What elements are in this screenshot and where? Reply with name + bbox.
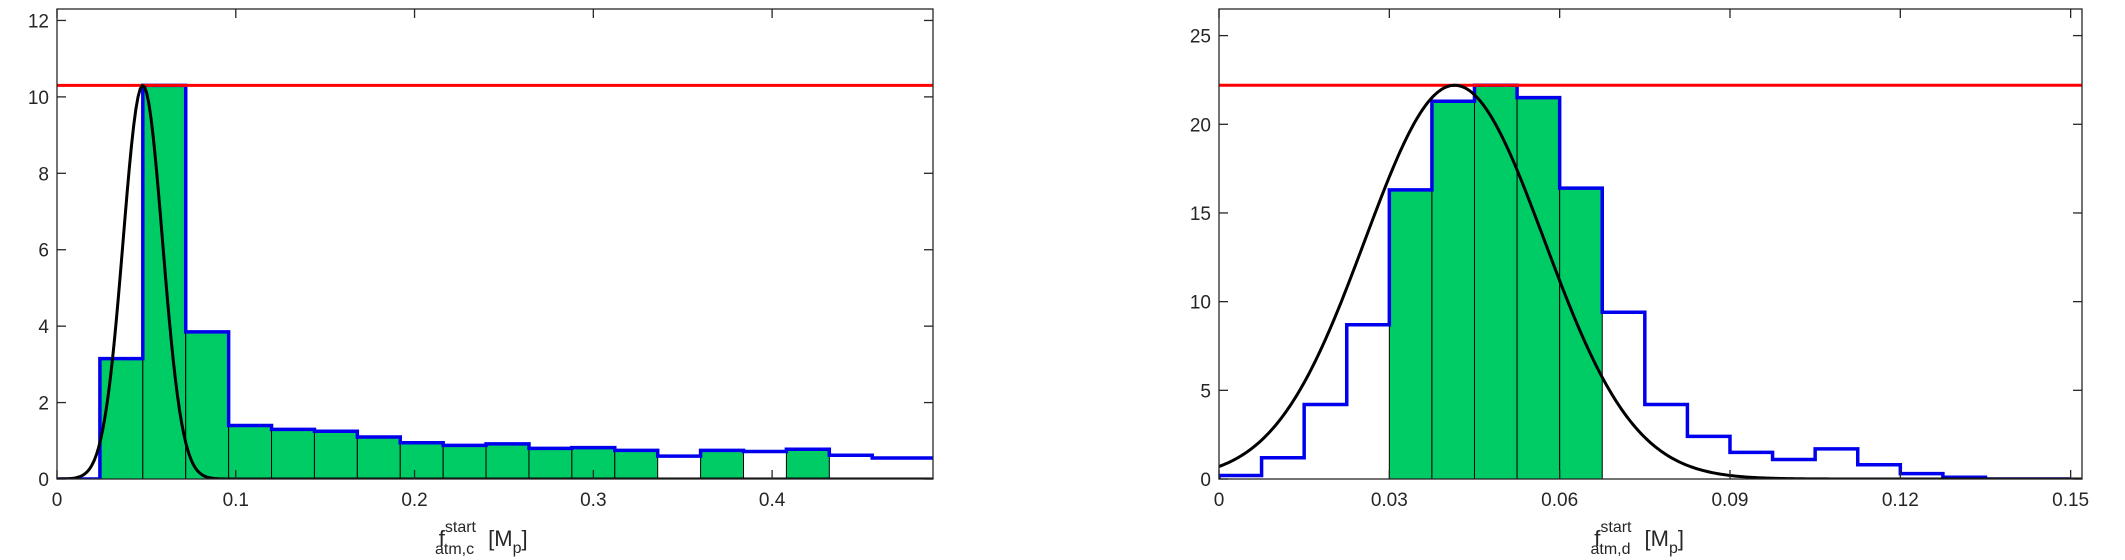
fit-curve <box>1219 83 2082 479</box>
highlighted-bar <box>228 425 273 479</box>
y-tick-label: 8 <box>38 164 49 185</box>
y-tick-label: 12 <box>28 11 49 32</box>
highlighted-bar <box>785 448 830 479</box>
x-tick-label: 0.1 <box>223 490 249 511</box>
x-axis-label-main: f <box>439 526 446 551</box>
highlighted-bar <box>1388 189 1433 479</box>
x-axis-label-unit-close: ] <box>1678 526 1684 551</box>
highlighted-bar <box>313 430 358 479</box>
x-axis-label-sub: atm,d <box>1591 541 1631 558</box>
x-tick-label: 0.09 <box>1711 490 1748 511</box>
y-tick-label: 6 <box>38 241 49 262</box>
x-axis-label: fstart atm,c [Mp] <box>435 519 528 558</box>
highlighted-bar <box>442 444 487 479</box>
highlighted-bar <box>271 428 315 479</box>
x-axis-label-unit-close: ] <box>521 526 527 551</box>
highlighted-bar <box>399 442 444 479</box>
x-axis-label-unit: [M <box>488 526 512 551</box>
x-axis-label-sup: start <box>1600 519 1632 536</box>
axes-box <box>56 8 934 480</box>
x-tick-label: 0.3 <box>580 490 606 511</box>
y-tick-label: 25 <box>1190 27 1211 48</box>
y-tick-label: 15 <box>1190 204 1211 225</box>
x-axis-label: fstart atm,d [Mp] <box>1591 519 1685 558</box>
y-tick-label: 5 <box>1200 381 1211 402</box>
y-tick-label: 0 <box>38 470 49 491</box>
highlighted-bar <box>356 436 401 479</box>
x-tick-label: 0.2 <box>401 490 427 511</box>
highlighted-bar <box>485 443 530 479</box>
x-axis-label-unit-sub: p <box>513 540 522 557</box>
x-tick-label: 0.06 <box>1541 490 1578 511</box>
highlighted-bar <box>1516 97 1561 479</box>
highlighted-bar <box>1431 100 1475 479</box>
y-tick-label: 2 <box>38 394 49 415</box>
y-tick-label: 10 <box>1190 293 1211 314</box>
y-tick-label: 20 <box>1190 115 1211 136</box>
x-tick-label: 0 <box>52 490 63 511</box>
x-tick-label: 0.03 <box>1371 490 1408 511</box>
highlighted-bar <box>528 447 573 479</box>
highlighted-bar <box>1473 84 1518 479</box>
x-tick-label: 0.4 <box>759 490 786 511</box>
chart-1: 0 0.1 0.2 0.3 0.4 0 2 4 6 8 10 12 fstart atm,c [Mp] <box>28 8 934 558</box>
highlighted-bar <box>700 449 744 479</box>
plot-area <box>57 83 933 479</box>
plot-area <box>1219 83 2082 479</box>
x-axis-label-sup: start <box>445 519 477 536</box>
chart-2: 0 0.03 0.06 0.09 0.12 0.15 0 5 10 15 20 25 fstart atm… <box>1190 8 2089 558</box>
histogram-outline <box>57 83 933 479</box>
highlighted-bar <box>142 84 187 479</box>
x-axis-label-main: f <box>1594 526 1601 551</box>
axes-box <box>1218 8 2083 480</box>
x-axis-label-unit-sub: p <box>1669 540 1678 557</box>
y-tick-label: 10 <box>28 88 49 109</box>
highlighted-bar <box>614 449 659 479</box>
x-axis-label-sub: atm,c <box>435 541 474 558</box>
y-tick-label: 4 <box>38 317 49 338</box>
x-tick-label: 0.12 <box>1882 490 1919 511</box>
x-axis-label-unit: [M <box>1645 526 1669 551</box>
highlighted-bar <box>185 331 230 479</box>
x-tick-label: 0.15 <box>2052 490 2089 511</box>
fit-curve <box>57 83 933 479</box>
x-tick-label: 0 <box>1214 490 1225 511</box>
y-tick-label: 0 <box>1200 470 1211 491</box>
histogram-outline <box>1219 83 2071 479</box>
highlighted-bar <box>99 358 144 479</box>
